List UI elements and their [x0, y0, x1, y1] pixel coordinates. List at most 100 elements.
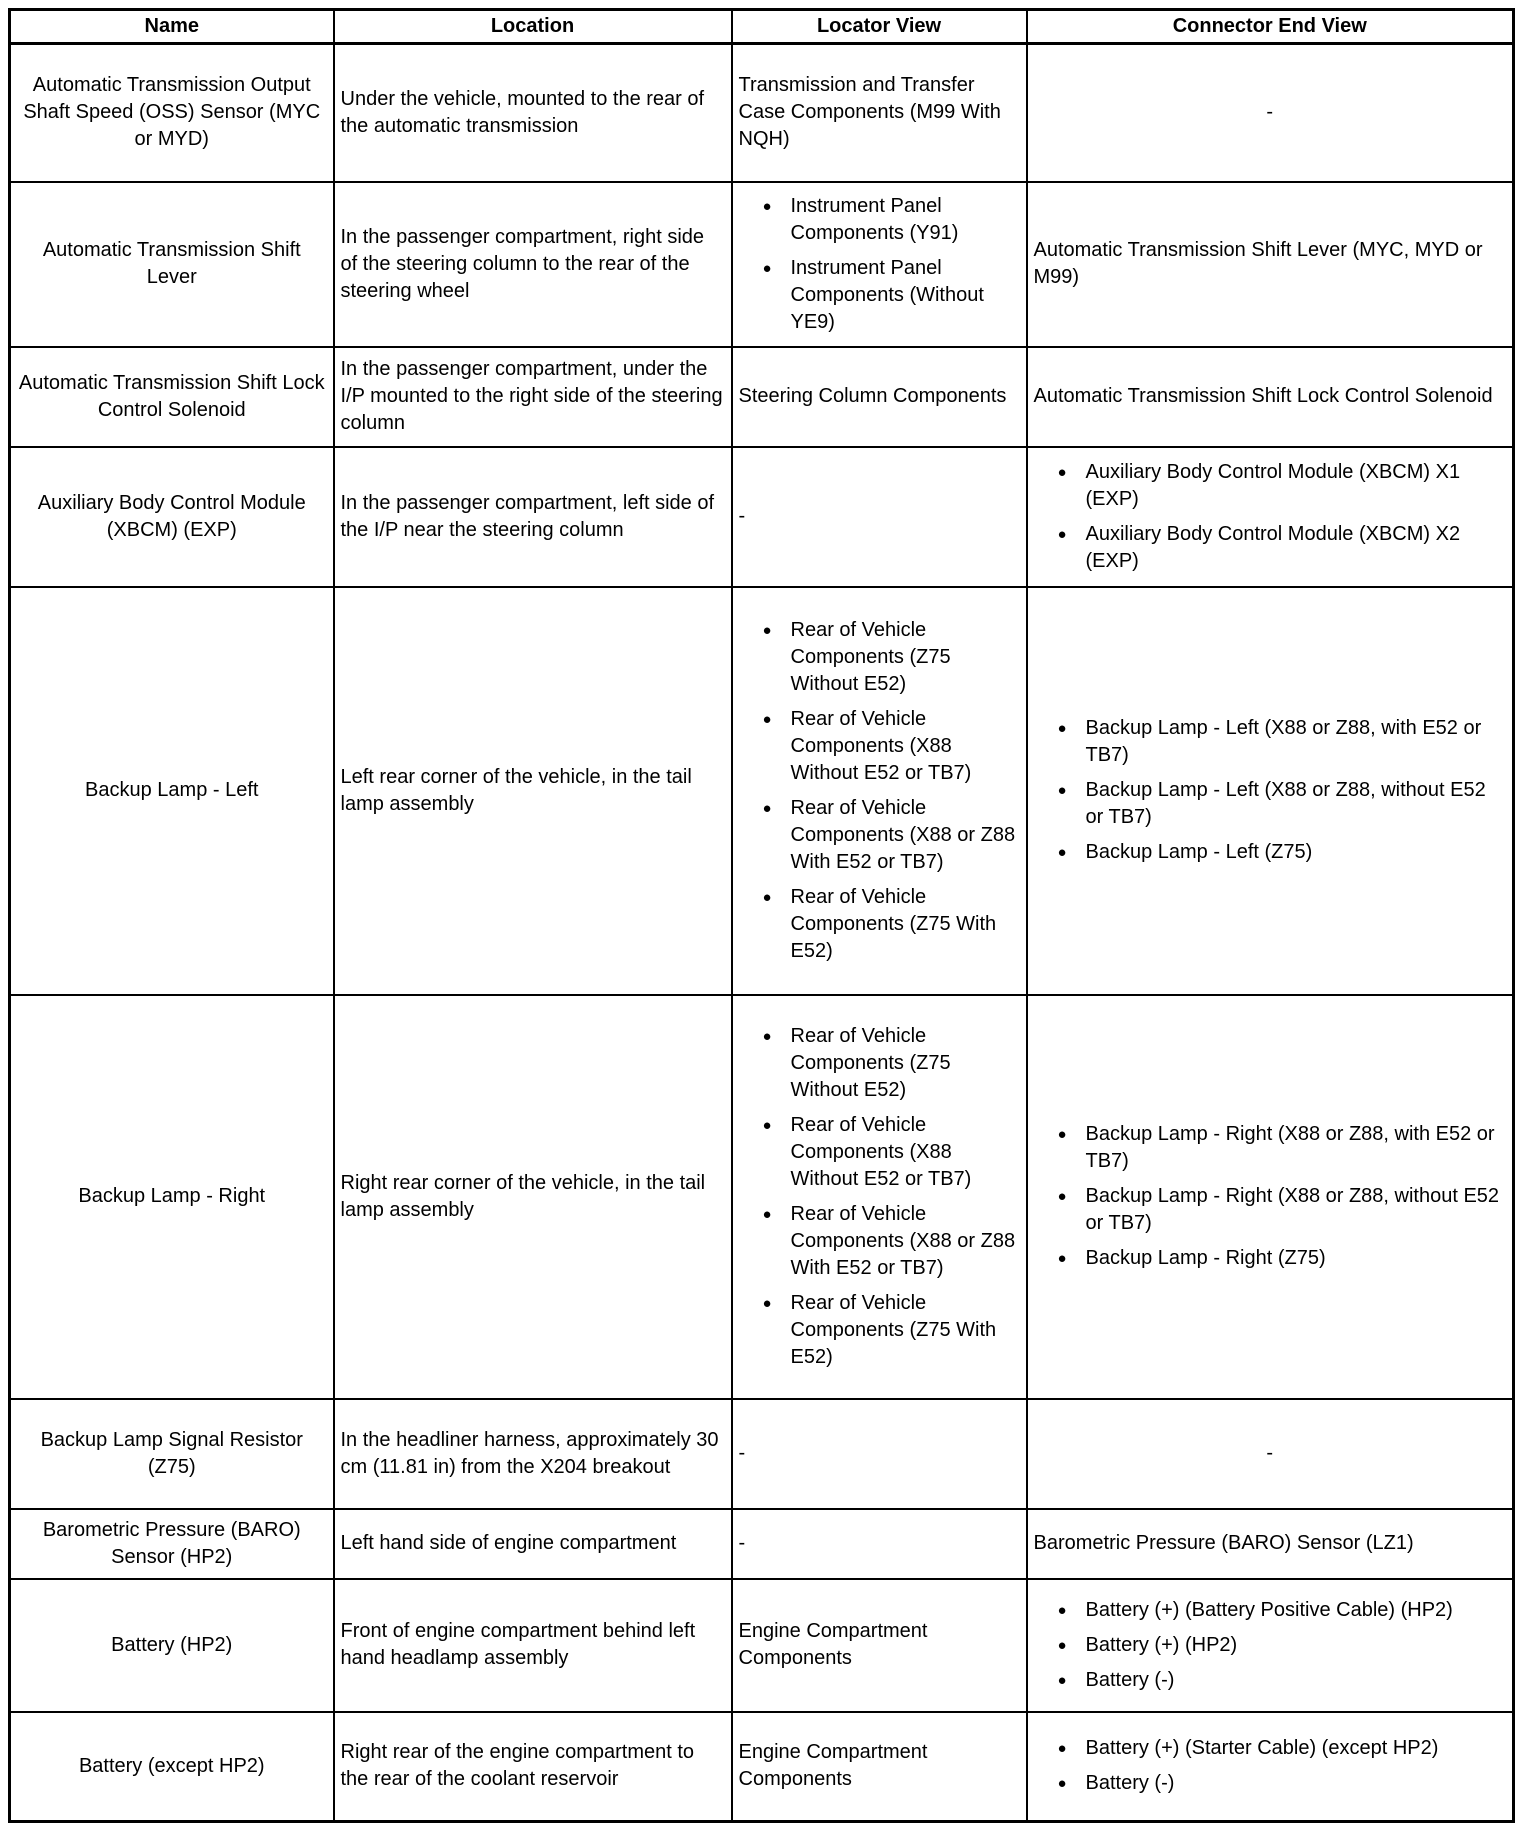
connector-cell: -: [1025, 1397, 1515, 1510]
locator-cell: Transmission and Transfer Case Component…: [730, 42, 1028, 183]
bullet-item: ● Backup Lamp - Right (Z75): [1058, 1245, 1507, 1272]
name-cell: Battery (except HP2): [8, 1710, 335, 1823]
connector-cell: Automatic Transmission Shift Lever (MYC,…: [1025, 180, 1515, 348]
bullet-icon: ●: [762, 1294, 772, 1312]
locator-cell: ● Rear of Vehicle Components (Z75 Without…: [730, 993, 1028, 1400]
bullet-item: ● Instrument Panel Components (Y91): [763, 193, 1020, 247]
bullet-item: ● Backup Lamp - Left (X88 or Z88, with E5…: [1058, 715, 1507, 769]
bullet-icon: ●: [762, 621, 772, 639]
header-row: Name Location Locator View Connector End…: [8, 8, 1515, 45]
bullet-item-label: Backup Lamp - Left (Z75): [1085, 841, 1313, 863]
bullet-item: ● Battery (+) (Starter Cable) (except HP2…: [1058, 1735, 1507, 1762]
locator-cell: Steering Column Components: [730, 345, 1028, 448]
bullet-item: ● Backup Lamp - Left (X88 or Z88, without…: [1058, 777, 1507, 831]
bullet-item: ● Backup Lamp - Right (X88 or Z88, with E…: [1058, 1121, 1507, 1175]
bullet-list: ● Backup Lamp - Right (X88 or Z88, with E…: [1034, 1121, 1507, 1272]
column-header-name: Name: [8, 8, 335, 45]
bullet-icon: ●: [1057, 463, 1067, 481]
bullet-icon: ●: [1057, 1671, 1067, 1689]
locator-cell: -: [730, 1507, 1028, 1580]
bullet-list: ● Rear of Vehicle Components (Z75 Without…: [739, 617, 1020, 965]
connector-cell: ● Battery (+) (Battery Positive Cable) (H…: [1025, 1577, 1515, 1713]
locator-cell: ● Instrument Panel Components (Y91) ● Instr…: [730, 180, 1028, 348]
locator-cell: Engine Compartment Components: [730, 1710, 1028, 1823]
bullet-item-label: Battery (+) (Starter Cable) (except HP2): [1085, 1737, 1439, 1760]
bullet-icon: ●: [1057, 1775, 1067, 1793]
column-header-locator-view: Locator View: [730, 8, 1028, 45]
bullet-item-label: Battery (+) (Battery Positive Cable) (HP…: [1085, 1598, 1453, 1621]
bullet-icon: ●: [762, 799, 772, 817]
component-locator-table: Name Location Locator View Connector End…: [8, 8, 1515, 1823]
table-body: Automatic Transmission Output Shaft Spee…: [8, 42, 1515, 1823]
bullet-icon: ●: [1057, 525, 1067, 543]
location-cell: Left hand side of engine compartment: [332, 1507, 733, 1580]
bullet-item-label: Rear of Vehicle Components (X88 Without …: [790, 1113, 972, 1190]
column-header-connector-end-view: Connector End View: [1025, 8, 1515, 45]
connector-cell: ● Auxiliary Body Control Module (XBCM) X1…: [1025, 445, 1515, 588]
bullet-item: ● Battery (-): [1058, 1770, 1507, 1797]
bullet-item-label: Rear of Vehicle Components (Z75 With E52…: [790, 1291, 997, 1368]
table-row: Barometric Pressure (BARO) Sensor (HP2) L…: [8, 1507, 1515, 1580]
name-cell: Automatic Transmission Shift Lever: [8, 180, 335, 348]
bullet-item-label: Auxiliary Body Control Module (XBCM) X2 …: [1085, 522, 1461, 572]
name-cell: Battery (HP2): [8, 1577, 335, 1713]
location-cell: Front of engine compartment behind left …: [332, 1577, 733, 1713]
bullet-icon: ●: [1057, 844, 1067, 861]
location-cell: Left rear corner of the vehicle, in the …: [332, 585, 733, 996]
bullet-list: ● Rear of Vehicle Components (Z75 Without…: [739, 1023, 1020, 1371]
bullet-item-label: Battery (-): [1085, 1772, 1175, 1795]
name-cell: Barometric Pressure (BARO) Sensor (HP2): [8, 1507, 335, 1580]
locator-cell: ● Rear of Vehicle Components (Z75 Without…: [730, 585, 1028, 996]
table-row: Automatic Transmission Shift Lock Contro…: [8, 345, 1515, 448]
bullet-item: ● Rear of Vehicle Components (Z75 With E5…: [763, 884, 1020, 965]
bullet-item-label: Backup Lamp - Right (X88 or Z88, with E5…: [1085, 1123, 1495, 1172]
bullet-item-label: Rear of Vehicle Components (Z75 Without …: [790, 618, 951, 695]
table-row: Battery (except HP2) Right rear of the en…: [8, 1710, 1515, 1823]
table-row: Backup Lamp Signal Resistor (Z75) In the …: [8, 1397, 1515, 1510]
bullet-item: ● Instrument Panel Components (Without YE…: [763, 255, 1020, 336]
bullet-item: ● Rear of Vehicle Components (X88 Without…: [763, 706, 1020, 787]
bullet-icon: ●: [762, 1116, 772, 1134]
location-cell: In the passenger compartment, under the …: [332, 345, 733, 448]
bullet-item: ● Battery (+) (Battery Positive Cable) (H…: [1058, 1597, 1507, 1624]
bullet-icon: ●: [1057, 1188, 1067, 1205]
connector-cell: ● Backup Lamp - Left (X88 or Z88, with E5…: [1025, 585, 1515, 996]
name-cell: Automatic Transmission Shift Lock Contro…: [8, 345, 335, 448]
bullet-icon: ●: [762, 259, 772, 277]
table-row: Auxiliary Body Control Module (XBCM) (EX…: [8, 445, 1515, 588]
bullet-icon: ●: [1057, 1250, 1067, 1267]
bullet-list: ● Battery (+) (Starter Cable) (except HP2…: [1034, 1735, 1507, 1797]
bullet-item-label: Rear of Vehicle Components (X88 or Z88 W…: [790, 796, 1016, 873]
bullet-icon: ●: [762, 1205, 772, 1223]
bullet-list: ● Backup Lamp - Left (X88 or Z88, with E5…: [1034, 715, 1507, 866]
bullet-item-label: Battery (+) (HP2): [1085, 1633, 1238, 1656]
location-cell: Right rear corner of the vehicle, in the…: [332, 993, 733, 1400]
location-cell: In the passenger compartment, left side …: [332, 445, 733, 588]
bullet-item: ● Backup Lamp - Left (Z75): [1058, 839, 1507, 866]
bullet-icon: ●: [1057, 1636, 1067, 1654]
bullet-icon: ●: [1057, 1126, 1067, 1143]
bullet-item-label: Instrument Panel Components (Y91): [790, 194, 959, 244]
bullet-list: ● Battery (+) (Battery Positive Cable) (H…: [1034, 1597, 1507, 1694]
bullet-item: ● Rear of Vehicle Components (Z75 Without…: [763, 617, 1020, 698]
connector-cell: ● Battery (+) (Starter Cable) (except HP2…: [1025, 1710, 1515, 1823]
bullet-item: ● Rear of Vehicle Components (X88 or Z88 …: [763, 795, 1020, 876]
bullet-item-label: Auxiliary Body Control Module (XBCM) X1 …: [1085, 460, 1461, 510]
bullet-item: ● Rear of Vehicle Components (Z75 With E5…: [763, 1290, 1020, 1371]
bullet-item: ● Auxiliary Body Control Module (XBCM) X1…: [1058, 459, 1507, 513]
bullet-item-label: Rear of Vehicle Components (Z75 Without …: [790, 1024, 951, 1101]
column-header-location: Location: [332, 8, 733, 45]
bullet-item-label: Instrument Panel Components (Without YE9…: [790, 256, 984, 333]
locator-cell: Engine Compartment Components: [730, 1577, 1028, 1713]
location-cell: In the passenger compartment, right side…: [332, 180, 733, 348]
bullet-item-label: Rear of Vehicle Components (X88 Without …: [790, 707, 972, 784]
bullet-icon: ●: [1057, 1601, 1067, 1619]
bullet-item: ● Battery (-): [1058, 1667, 1507, 1694]
table-row: Automatic Transmission Output Shaft Spee…: [8, 42, 1515, 183]
bullet-item-label: Rear of Vehicle Components (Z75 With E52…: [790, 885, 997, 962]
bullet-item-label: Backup Lamp - Left (X88 or Z88, without …: [1085, 779, 1486, 828]
location-cell: Right rear of the engine compartment to …: [332, 1710, 733, 1823]
bullet-item: ● Rear of Vehicle Components (X88 Without…: [763, 1112, 1020, 1193]
name-cell: Auxiliary Body Control Module (XBCM) (EX…: [8, 445, 335, 588]
